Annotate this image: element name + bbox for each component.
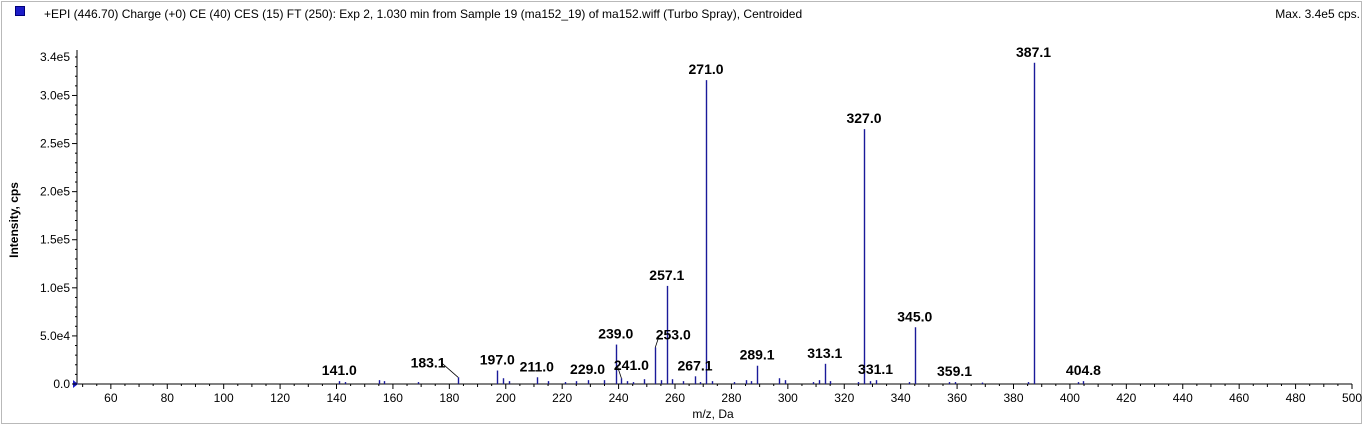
peak-label: 313.1	[807, 345, 842, 361]
peak-label: 327.0	[846, 110, 881, 126]
x-tick-label: 400	[1060, 391, 1080, 405]
y-tick-label: 1.0e5	[40, 281, 70, 295]
x-tick-label: 440	[1173, 391, 1193, 405]
x-tick-label: 160	[383, 391, 403, 405]
y-tick-label: 0.0	[53, 377, 70, 391]
peak-label: 257.1	[649, 267, 684, 283]
chart-ticks: 60 80 100 120 140 160 180 200 220 240 260 280 300 320…	[40, 50, 1362, 405]
peak-label-leader	[441, 362, 459, 378]
x-tick-label: 500	[1342, 391, 1362, 405]
x-tick-label: 60	[104, 391, 118, 405]
x-axis-label: m/z, Da	[692, 407, 734, 421]
x-tick-label: 480	[1286, 391, 1306, 405]
peak-label: 289.1	[740, 347, 775, 363]
x-tick-label: 460	[1229, 391, 1249, 405]
y-axis-label: Intensity, cps	[7, 182, 21, 258]
peak-label-leader	[617, 366, 622, 379]
x-tick-label: 260	[665, 391, 685, 405]
x-tick-label: 320	[834, 391, 854, 405]
x-tick-label: 180	[439, 391, 459, 405]
peak-label: 253.0	[656, 326, 691, 342]
x-tick-label: 80	[161, 391, 175, 405]
x-tick-label: 280	[721, 391, 741, 405]
x-tick-label: 100	[214, 391, 234, 405]
peak-label: 211.0	[520, 358, 554, 374]
y-tick-label: 1.5e5	[40, 233, 70, 247]
spectrum-header: +EPI (446.70) Charge (+0) CE (40) CES (1…	[0, 0, 1365, 26]
x-tick-label: 120	[270, 391, 290, 405]
y-tick-label: 3.4e5	[40, 50, 70, 64]
y-tick-label: 5.0e4	[40, 329, 70, 343]
peak-label: 345.0	[897, 308, 932, 324]
peak-label: 271.0	[689, 61, 724, 77]
max-intensity-label: Max. 3.4e5 cps.	[1275, 7, 1360, 21]
peak-label: 183.1	[411, 354, 446, 370]
y-tick-label: 3.0e5	[40, 88, 70, 102]
chart-peak-labels: 141.0 183.1 197.0 211.0 229.0 239.0 241.0 253.0…	[322, 44, 1101, 379]
peak-label: 359.1	[937, 363, 972, 379]
peak-label: 387.1	[1016, 44, 1051, 60]
peak-label: 241.0	[614, 357, 649, 373]
chart-peaks	[338, 62, 1085, 384]
x-tick-label: 240	[609, 391, 629, 405]
spectrum-title: +EPI (446.70) Charge (+0) CE (40) CES (1…	[44, 7, 803, 21]
y-tick-label: 2.0e5	[40, 185, 70, 199]
peak-label: 404.8	[1066, 362, 1101, 378]
chart-axes	[73, 50, 1352, 388]
x-tick-label: 420	[1116, 391, 1136, 405]
peak-label: 331.1	[858, 361, 893, 377]
y-tick-label: 2.5e5	[40, 137, 70, 151]
x-tick-label: 200	[496, 391, 516, 405]
x-tick-label: 340	[891, 391, 911, 405]
series-color-marker[interactable]	[15, 6, 25, 16]
x-tick-label: 220	[552, 391, 572, 405]
x-tick-label: 140	[326, 391, 346, 405]
peak-label: 239.0	[598, 326, 633, 342]
x-tick-label: 300	[778, 391, 798, 405]
peak-label: 267.1	[678, 357, 713, 373]
peak-label: 141.0	[322, 362, 357, 378]
peak-label: 229.0	[570, 361, 605, 377]
x-tick-label: 360	[947, 391, 967, 405]
peak-label: 197.0	[480, 352, 515, 368]
x-tick-label: 380	[1003, 391, 1023, 405]
peak-label-leader	[654, 335, 660, 348]
